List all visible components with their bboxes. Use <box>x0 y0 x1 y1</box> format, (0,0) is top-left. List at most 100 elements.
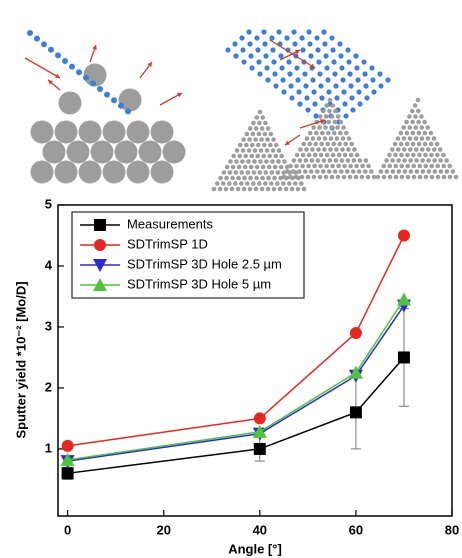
target-dot <box>405 174 411 180</box>
target-dot <box>273 153 279 159</box>
arrow-head <box>285 140 290 145</box>
target-dot <box>316 147 321 152</box>
target-dot <box>411 163 417 169</box>
target-dot <box>326 119 332 125</box>
target-dot <box>438 169 444 174</box>
target-dot <box>323 174 329 180</box>
ion <box>97 86 103 92</box>
y-tick-label: 4 <box>45 257 53 272</box>
target-dot <box>287 174 293 180</box>
atom <box>54 160 78 184</box>
target-dot <box>254 115 260 120</box>
atom <box>66 140 90 164</box>
ion <box>233 53 239 59</box>
ion <box>291 29 297 35</box>
marker <box>61 467 74 480</box>
target-dot <box>266 164 272 170</box>
ion <box>272 71 278 77</box>
target-dot <box>252 159 257 164</box>
target-dot <box>428 141 434 147</box>
target-dot <box>229 186 235 192</box>
target-dot <box>435 152 440 158</box>
ion <box>362 71 368 77</box>
ion <box>299 35 305 41</box>
ion <box>225 47 231 53</box>
y-tick-label: 2 <box>45 379 52 394</box>
target-dot <box>411 174 417 180</box>
target-dot <box>307 141 313 147</box>
ion <box>288 83 294 89</box>
target-dot <box>316 136 322 141</box>
target-dot <box>236 175 241 181</box>
target-dot <box>334 136 340 141</box>
target-dot <box>398 130 404 136</box>
target-dot <box>349 141 355 147</box>
target-dot <box>220 181 226 186</box>
atom <box>150 120 174 144</box>
target-dot <box>328 136 334 141</box>
target-dot <box>366 163 371 169</box>
ion <box>265 77 271 83</box>
target-dot <box>329 174 335 180</box>
ion <box>69 63 75 70</box>
target-dot <box>333 158 339 163</box>
x-axis-title: Angle [°] <box>228 541 282 556</box>
target-dot <box>441 163 447 169</box>
target-dot <box>351 158 357 163</box>
ion <box>346 59 352 65</box>
ion <box>345 47 351 53</box>
target-dot <box>429 152 434 158</box>
target-dot <box>425 136 431 141</box>
arrow-head <box>310 63 315 68</box>
target-dot <box>332 169 338 174</box>
target-dot <box>243 142 249 148</box>
target-dot <box>405 152 410 158</box>
target-dot <box>247 186 253 192</box>
target-dot <box>278 164 284 170</box>
ion <box>76 69 82 76</box>
legend-marker <box>93 278 107 291</box>
ion <box>287 71 293 77</box>
ion <box>349 95 355 101</box>
marker <box>348 365 363 379</box>
target-dot <box>321 158 327 163</box>
atom <box>150 160 174 184</box>
target-dot <box>402 158 407 163</box>
target-dot <box>253 137 258 142</box>
target-dot <box>401 147 407 152</box>
target-dot <box>323 114 329 119</box>
target-dot <box>395 147 401 152</box>
target-dot <box>252 148 258 153</box>
atom <box>102 160 126 184</box>
target-dot <box>258 159 263 164</box>
ion <box>247 41 253 47</box>
target-dot <box>306 163 311 169</box>
target-dot <box>404 119 409 125</box>
legend-label: Measurements <box>127 216 213 231</box>
ion <box>361 59 367 65</box>
target-dot <box>343 141 349 147</box>
target-dot <box>429 174 435 180</box>
target-dot <box>328 147 333 152</box>
ion <box>343 113 349 119</box>
ion <box>337 41 343 47</box>
target-dot <box>413 114 418 119</box>
target-dot <box>276 159 281 164</box>
ion <box>62 58 68 64</box>
target-dot <box>310 136 316 141</box>
target-dot <box>318 152 324 158</box>
ion <box>321 29 327 35</box>
target-dot <box>334 147 339 152</box>
ion <box>339 65 345 71</box>
target-dot <box>259 137 264 142</box>
target-dot <box>282 159 287 164</box>
target-dot <box>258 148 264 153</box>
ion <box>278 53 284 59</box>
target-dot <box>419 147 425 152</box>
ion <box>240 47 246 53</box>
target-dot <box>426 169 432 174</box>
arrow-head <box>295 49 300 55</box>
target-dot <box>311 174 317 180</box>
ion <box>385 77 391 83</box>
target-dot <box>254 164 260 170</box>
